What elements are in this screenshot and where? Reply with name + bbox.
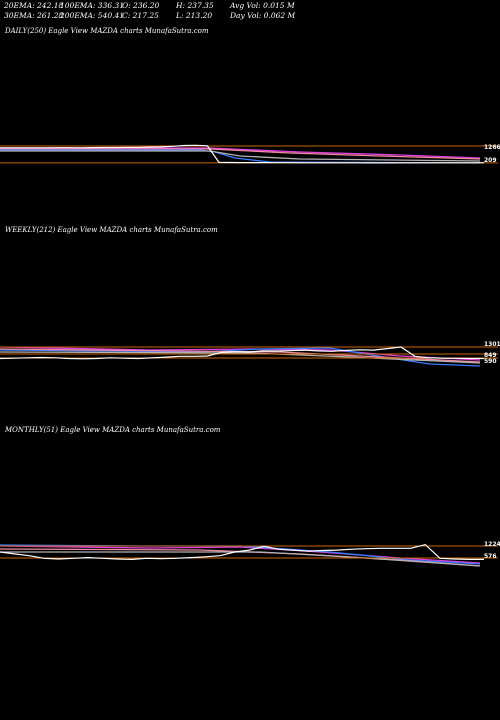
level-label-1-2: 590 — [484, 358, 497, 365]
stat-100ema: 100EMA: 336.31 — [60, 1, 125, 10]
ema-line-0-0 — [0, 147, 481, 159]
stat-30ema: 30EMA: 261.28 — [4, 11, 64, 20]
price-line-1 — [0, 346, 484, 360]
ema-line-1-3 — [0, 351, 481, 364]
daily-panel-title: DAILY(250) Eagle View MAZDA charts Munaf… — [5, 27, 209, 35]
price-line-0 — [0, 144, 485, 164]
weekly-panel-title: WEEKLY(212) Eagle View MAZDA charts Muna… — [5, 226, 218, 234]
level-label-1-0: 1301 — [484, 341, 500, 348]
level-label-0-1: 209 — [484, 157, 497, 164]
level-label-0-0: 1266 — [484, 144, 500, 151]
stat-avg-vol: Avg Vol: 0.015 M — [230, 1, 295, 10]
ema-line-0-3 — [0, 150, 481, 162]
level-label-2-1: 576 — [484, 553, 497, 560]
level-label-2-0: 1224 — [484, 541, 500, 548]
stat-day-vol: Day Vol: 0.062 M — [230, 11, 296, 20]
stat-200ema: 200EMA: 540.41 — [60, 11, 125, 20]
ema-line-1-0 — [0, 346, 481, 361]
ema-line-2-3 — [0, 551, 481, 567]
ema-line-0-1 — [0, 148, 481, 160]
monthly-panel-title: MONTHLY(51) Eagle View MAZDA charts Muna… — [5, 426, 221, 434]
ema-line-1-1 — [0, 347, 481, 367]
stat-open: O: 236.20 — [122, 1, 160, 10]
stat-20ema: 20EMA: 242.18 — [4, 1, 64, 10]
stat-close: C: 217.25 — [122, 11, 159, 20]
stat-low: L: 213.20 — [176, 11, 213, 20]
price-line-2 — [0, 543, 484, 561]
level-label-1-1: 849 — [484, 352, 497, 359]
stat-high: H: 237.35 — [176, 1, 214, 10]
ema-line-0-2 — [0, 149, 481, 164]
